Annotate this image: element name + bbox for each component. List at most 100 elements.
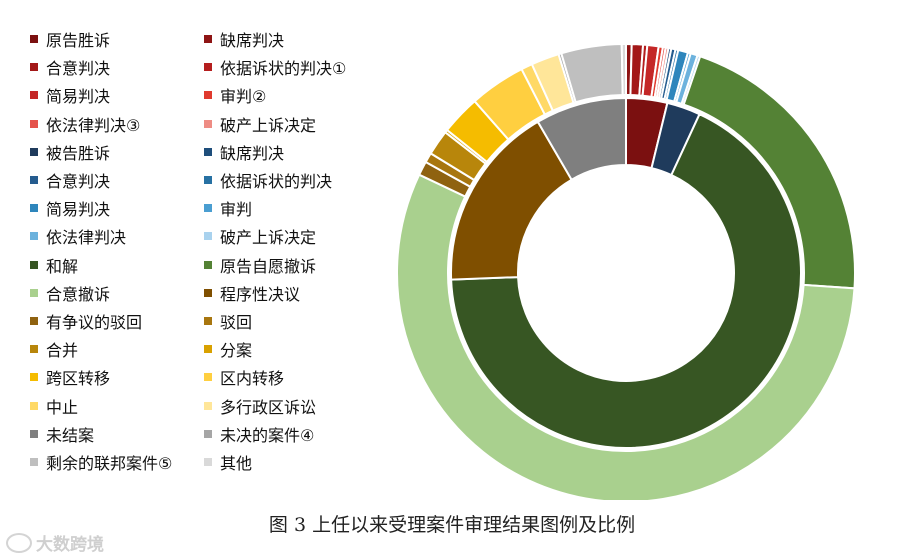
legend-swatch: [204, 147, 212, 156]
legend-item: 合并: [30, 338, 78, 360]
watermark: 大数跨境: [6, 530, 104, 555]
slice-inner-4: [536, 96, 627, 182]
legend-item: 中止: [30, 395, 78, 417]
legend-item: 合意撤诉: [30, 282, 110, 304]
legend-item: 未决的案件④: [204, 423, 314, 445]
legend-label: 简易判决: [46, 87, 111, 107]
legend-label: 合并: [46, 341, 79, 361]
legend-label: 依法律判决③: [46, 115, 141, 135]
legend-swatch: [30, 176, 38, 184]
legend-swatch: [30, 147, 38, 156]
legend-swatch: [204, 91, 212, 100]
legend-label: 多行政区诉讼: [220, 397, 317, 417]
legend-item: 多行政区诉讼: [204, 395, 316, 417]
legend-swatch: [30, 63, 38, 72]
legend-label: 破产上诉决定: [220, 115, 317, 135]
legend-item: 和解: [30, 254, 78, 276]
legend-item: 跨区转移: [30, 366, 110, 388]
legend-swatch: [204, 204, 212, 213]
legend-swatch: [30, 373, 38, 382]
legend-swatch: [30, 91, 38, 100]
legend-label: 驳回: [220, 313, 253, 332]
legend-label: 简易判决: [46, 200, 111, 220]
legend-swatch: [30, 458, 38, 466]
legend-item: 驳回: [204, 310, 252, 332]
legend-item: 合意判决: [30, 56, 110, 78]
legend-label: 缺席判决: [220, 31, 285, 50]
legend-swatch: [204, 429, 212, 438]
legend-item: 有争议的驳回: [30, 310, 142, 332]
legend-label: 分案: [220, 341, 253, 361]
legend-item: 剩余的联邦案件⑤: [30, 451, 172, 473]
legend-label: 原告胜诉: [46, 31, 111, 50]
legend-label: 区内转移: [220, 369, 285, 389]
legend-label: 原告自愿撤诉: [220, 256, 317, 276]
legend-label: 破产上诉决定: [220, 228, 317, 248]
legend-item: 未结案: [30, 423, 94, 445]
legend-item: 简易判决: [30, 197, 110, 219]
legend-label: 未决的案件④: [220, 425, 315, 445]
slice-outer-26: [620, 42, 627, 97]
legend-item: 缺席判决: [204, 28, 284, 50]
legend-item: 依据诉状的判决①: [204, 56, 346, 78]
legend-swatch: [204, 317, 212, 325]
slice-inner-2: [450, 112, 802, 449]
legend-item: 原告自愿撤诉: [204, 254, 316, 276]
legend-label: 合意判决: [46, 59, 111, 79]
legend-swatch: [204, 458, 212, 466]
legend-item: 分案: [204, 338, 252, 360]
legend-label: 中止: [46, 397, 79, 417]
legend-item: 缺席判决: [204, 141, 284, 163]
watermark-text: 大数跨境: [36, 535, 104, 555]
legend-swatch: [204, 401, 212, 410]
legend-item: 依法律判决③: [30, 113, 140, 135]
legend-label: 依法律判决: [46, 228, 127, 248]
legend-swatch: [30, 288, 38, 297]
legend-label: 其他: [220, 454, 253, 473]
legend-swatch: [204, 373, 212, 382]
legend-label: 跨区转移: [46, 369, 111, 389]
legend-swatch: [30, 232, 38, 241]
legend-swatch: [30, 35, 38, 43]
legend-swatch: [30, 345, 38, 354]
legend-item: 原告胜诉: [30, 28, 110, 50]
legend-label: 缺席判决: [220, 143, 285, 163]
legend-item: 依据诉状的判决: [204, 169, 332, 191]
legend-swatch: [204, 176, 212, 184]
legend-item: 依法律判决: [30, 225, 126, 247]
legend-swatch: [30, 204, 38, 213]
legend-swatch: [30, 401, 38, 410]
legend-swatch: [204, 35, 212, 43]
slice-outer-15: [396, 173, 856, 500]
legend-label: 未结案: [46, 425, 95, 445]
legend-item: 简易判决: [30, 84, 110, 106]
legend-item: 审判②: [204, 84, 266, 106]
legend-label: 有争议的驳回: [46, 313, 143, 332]
legend-label: 审判②: [220, 87, 267, 107]
figure-caption: 图 3 上任以来受理案件审理结果图例及比例: [268, 514, 636, 536]
legend-label: 被告胜诉: [46, 143, 111, 163]
legend-swatch: [30, 317, 38, 325]
legend-label: 合意撤诉: [46, 284, 111, 304]
legend-label: 依据诉状的判决: [220, 172, 333, 191]
inner-ring: [450, 96, 802, 449]
legend-swatch: [204, 63, 212, 72]
legend-swatch: [204, 260, 212, 269]
legend-label: 合意判决: [46, 172, 111, 191]
outer-ring: [396, 42, 856, 500]
legend-label: 审判: [220, 200, 253, 220]
legend-swatch: [204, 288, 212, 297]
legend-swatch: [204, 232, 212, 241]
legend-item: 审判: [204, 197, 252, 219]
legend-swatch: [30, 119, 38, 128]
legend-swatch: [204, 119, 212, 128]
legend-item: 被告胜诉: [30, 141, 110, 163]
legend-swatch: [30, 429, 38, 438]
legend-item: 破产上诉决定: [204, 225, 316, 247]
legend-item: 区内转移: [204, 366, 284, 388]
legend-swatch: [204, 345, 212, 354]
watermark-logo: [6, 532, 32, 553]
legend-label: 依据诉状的判决①: [220, 59, 347, 79]
legend-label: 程序性决议: [220, 284, 301, 304]
legend-item: 其他: [204, 451, 252, 473]
